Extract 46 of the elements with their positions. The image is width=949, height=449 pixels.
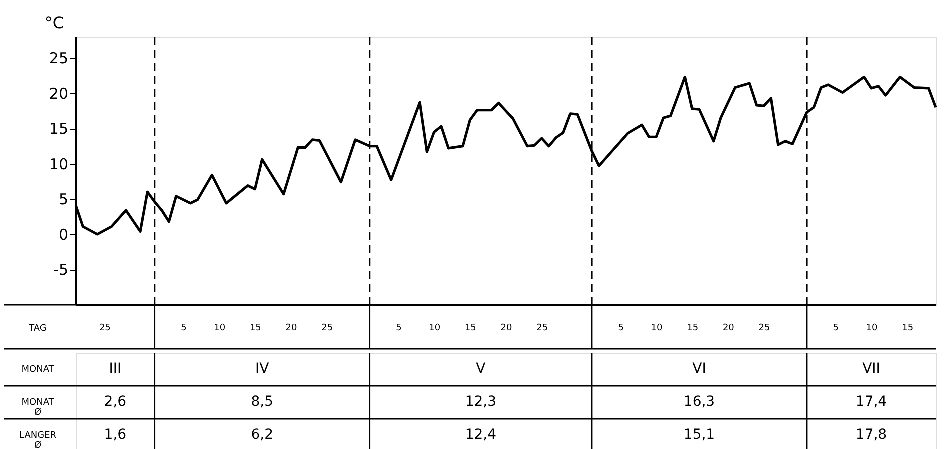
x-tick-label: 15 (464, 324, 476, 334)
data-label: 8,5 (251, 394, 274, 410)
data-label: 12,4 (465, 427, 497, 443)
x-tick-label: 15 (902, 324, 914, 334)
y-tick-label: 5 (58, 190, 68, 209)
category-label: VII (862, 361, 880, 377)
y-tick-label: 10 (49, 155, 68, 174)
x-tick-label: 5 (833, 324, 840, 334)
y-axis-title: °C (44, 14, 64, 32)
y-tick-label: 0 (58, 226, 68, 244)
x-tick-label: 5 (181, 324, 187, 334)
x-tick-label: 25 (536, 324, 548, 334)
x-tick-label: 25 (322, 324, 334, 334)
text: MONAT Ø (22, 398, 55, 418)
x-tick-label: 10 (651, 324, 663, 334)
x-tick-label: 25 (758, 324, 770, 334)
data-label: 6,2 (251, 427, 274, 443)
data-label: 17,4 (856, 394, 888, 410)
y-tick-label: -5 (54, 261, 68, 280)
y-tick-label: 15 (49, 120, 68, 138)
data-label: 12,3 (465, 394, 497, 410)
data-label: 16,3 (684, 394, 716, 410)
x-tick-label: 15 (687, 324, 699, 334)
category-label: VI (692, 361, 706, 377)
data-label: 2,6 (104, 394, 127, 410)
x-tick-label: 10 (214, 324, 226, 334)
x-axis-title: TAG (28, 324, 47, 334)
x-tick-label: 10 (429, 324, 441, 334)
x-tick-label: 20 (722, 324, 735, 334)
text: MONAT (22, 365, 55, 375)
x-tick-label: 5 (618, 324, 624, 334)
x-tick-label: 5 (396, 324, 402, 334)
category-label: IV (255, 361, 270, 377)
text: LANGER Ø (19, 431, 57, 449)
y-tick-label: 20 (49, 84, 68, 103)
x-tick-label: 20 (286, 324, 298, 334)
category-label: III (109, 361, 122, 377)
data-label: 1,6 (104, 427, 127, 443)
category-label: V (476, 361, 486, 377)
data-label: 15,1 (684, 427, 716, 443)
x-tick-label: 20 (500, 324, 512, 334)
x-tick-label: 10 (866, 324, 878, 334)
x-tick-label: 25 (99, 324, 111, 334)
x-tick-label: 15 (250, 324, 262, 334)
data-label: 17,8 (856, 427, 888, 443)
y-tick-label: 25 (49, 50, 68, 68)
